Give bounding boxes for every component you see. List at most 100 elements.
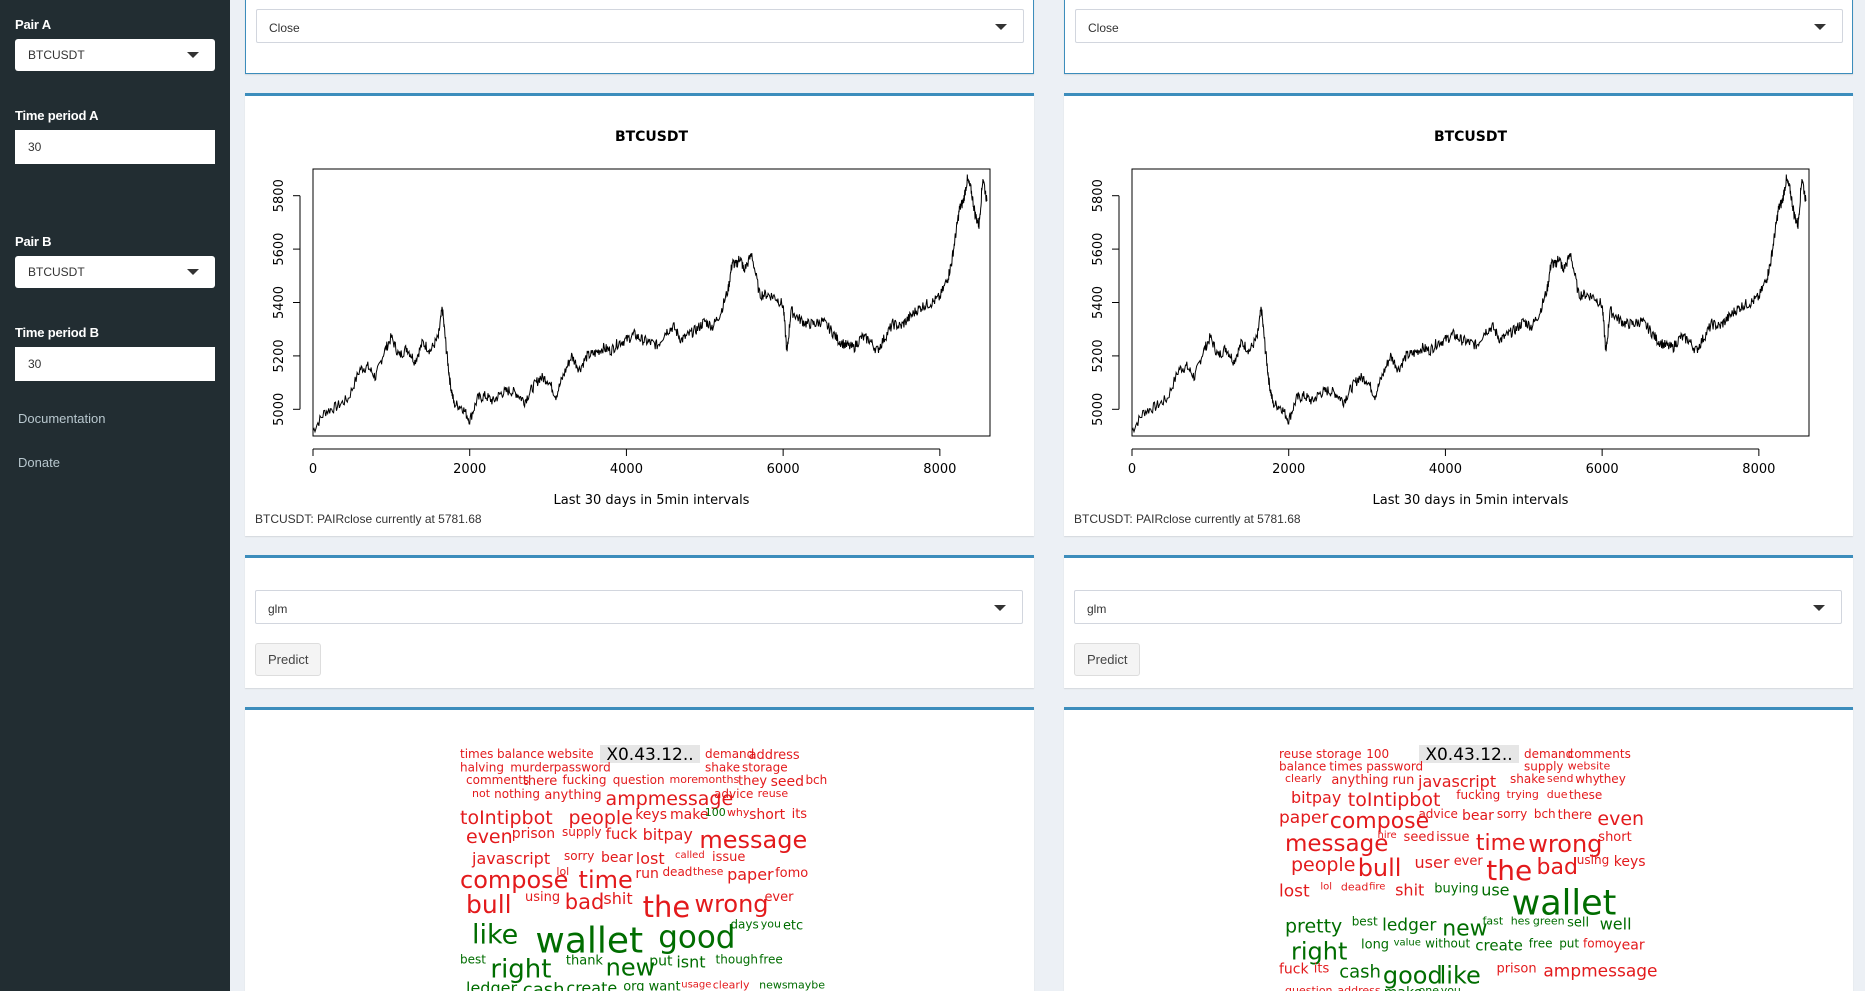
model-select-b[interactable]: glm (1074, 590, 1842, 624)
wordcloud-word: wrong (694, 890, 768, 918)
pair-b-label: Pair B (15, 234, 52, 249)
wordcloud-word: free (1529, 937, 1553, 951)
current-price-status-b: BTCUSDT: PAIRclose currently at 5781.68 (1074, 512, 1301, 526)
wordcloud-word: days (730, 918, 758, 932)
wordcloud-word: they (1599, 772, 1626, 786)
wordcloud-word: ever (1454, 854, 1484, 869)
price-type-select-b[interactable]: Close (1075, 9, 1843, 43)
wordcloud-word: javascript (471, 849, 550, 868)
wordcloud-word: people (569, 807, 633, 829)
wordcloud-word: website (547, 747, 594, 761)
wordcloud-word: isnt (676, 953, 705, 972)
time-period-a-input[interactable]: 30 (15, 130, 215, 164)
wordcloud-word: message (699, 826, 807, 854)
wordcloud-word: run (635, 866, 659, 882)
wordcloud-word: shit (1395, 880, 1424, 899)
wordcloud-word: lost (1279, 881, 1310, 901)
wordcloud-word: the (643, 890, 691, 924)
wordcloud-word: fucking (563, 773, 607, 787)
wordcloud-word: javascript (1417, 772, 1496, 791)
wordcloud-word: shit (603, 889, 632, 908)
wordcloud-word: paper (1279, 808, 1328, 828)
pair-b-select[interactable]: BTCUSDT (15, 256, 215, 288)
wordcloud-word: new (1442, 917, 1487, 942)
wordcloud-word: website (1568, 759, 1611, 772)
wordcloud-word: use (1481, 880, 1509, 899)
model-select-a-value: glm (268, 602, 288, 616)
wordcloud-word: fuck (606, 825, 638, 843)
x-axis-label: Last 30 days in 5min intervals (1373, 493, 1569, 508)
plot-frame (312, 168, 991, 437)
wordcloud-word: clearly (713, 978, 750, 991)
wordcloud-word: make (1384, 985, 1422, 991)
wordcloud-word: ledger (466, 978, 517, 991)
model-box-a: glm Predict (245, 555, 1034, 688)
time-period-a-label: Time period A (15, 108, 99, 123)
wordcloud-word: ampmessage (606, 788, 734, 810)
wordcloud-word: fucking (1456, 788, 1500, 802)
wordcloud-word: usage (681, 979, 711, 990)
wordcloud-word: want (649, 979, 681, 991)
donate-link[interactable]: Donate (18, 455, 60, 470)
time-period-a-value: 30 (28, 140, 42, 154)
documentation-link[interactable]: Documentation (18, 411, 106, 426)
wordcloud-word: keys (635, 807, 667, 823)
price-type-select-a-value: Close (269, 21, 300, 35)
wordcloud-header-bg (1419, 745, 1519, 763)
wordcloud-word: seed (771, 774, 804, 790)
wordcloud-word: without (1425, 937, 1470, 951)
x-tick-label: 4000 (610, 462, 643, 477)
pair-a-select[interactable]: BTCUSDT (15, 39, 215, 71)
wordcloud-word: bad (1537, 855, 1578, 880)
pair-a-label: Pair A (15, 17, 51, 32)
predict-button-a[interactable]: Predict (255, 643, 322, 676)
y-tick-label: 5800 (1091, 179, 1106, 212)
wordcloud-box-a: X0.43.12.. times balance website demand addre… (245, 707, 1034, 991)
chart-title: BTCUSDT (615, 129, 689, 145)
model-select-a[interactable]: glm (255, 590, 1023, 624)
wordcloud-word: balance (497, 747, 544, 761)
wordcloud-word: using (525, 890, 560, 905)
price-type-select-a[interactable]: Close (256, 9, 1024, 43)
predict-button-b[interactable]: Predict (1074, 643, 1141, 676)
wordcloud-word: prison (512, 826, 555, 842)
chevron-down-icon (995, 24, 1007, 30)
wordcloud-word: year (1613, 938, 1644, 954)
wordcloud-word: storage (1316, 747, 1362, 761)
wordcloud-word: lol (556, 865, 569, 878)
wordcloud-word: shake (705, 760, 740, 774)
wordcloud-word: org (623, 979, 644, 991)
price-chart-b: BTCUSDT 0 2000 4000 6000 8000 5000 5200 5400 5600… (1091, 129, 1810, 508)
wordcloud-word: fomo (775, 866, 808, 881)
wordcloud-word: bch (805, 773, 827, 787)
wordcloud-word: bear (1462, 808, 1494, 824)
wordcloud-word: hes (1511, 915, 1531, 928)
time-period-b-label: Time period B (15, 325, 99, 340)
wordcloud-word: bull (1358, 854, 1402, 882)
wordcloud-word: short (749, 807, 785, 823)
wordcloud-word: people (1291, 854, 1355, 876)
wordcloud-word: called (675, 850, 705, 861)
wordcloud-word: its (1314, 961, 1330, 976)
wordcloud-word: you (761, 918, 781, 931)
wordcloud-word: long (1361, 938, 1389, 953)
wordcloud-word: ledger (1382, 916, 1436, 936)
wordcloud-word: times (1329, 759, 1362, 773)
wordcloud-word: bad (565, 890, 605, 914)
wordcloud-word: reuse (1279, 747, 1312, 761)
wordcloud-word: anything (1331, 773, 1388, 788)
wordcloud-word: balance (1279, 759, 1326, 773)
time-period-b-input[interactable]: 30 (15, 347, 215, 381)
y-tick-label: 5200 (272, 339, 287, 372)
wordcloud-word: you (1441, 984, 1461, 991)
wordcloud-word: dead (1341, 880, 1368, 893)
model-select-b-value: glm (1087, 602, 1107, 616)
wordcloud-word: question (1285, 984, 1333, 991)
wordcloud-word: comments (1568, 747, 1631, 761)
wordcloud-word: free (759, 953, 783, 967)
wordcloud-word: put (1559, 937, 1579, 951)
wordcloud-word: time (579, 866, 633, 894)
wordcloud-word: seed (1404, 830, 1435, 845)
current-price-status-a: BTCUSDT: PAIRclose currently at 5781.68 (255, 512, 482, 526)
